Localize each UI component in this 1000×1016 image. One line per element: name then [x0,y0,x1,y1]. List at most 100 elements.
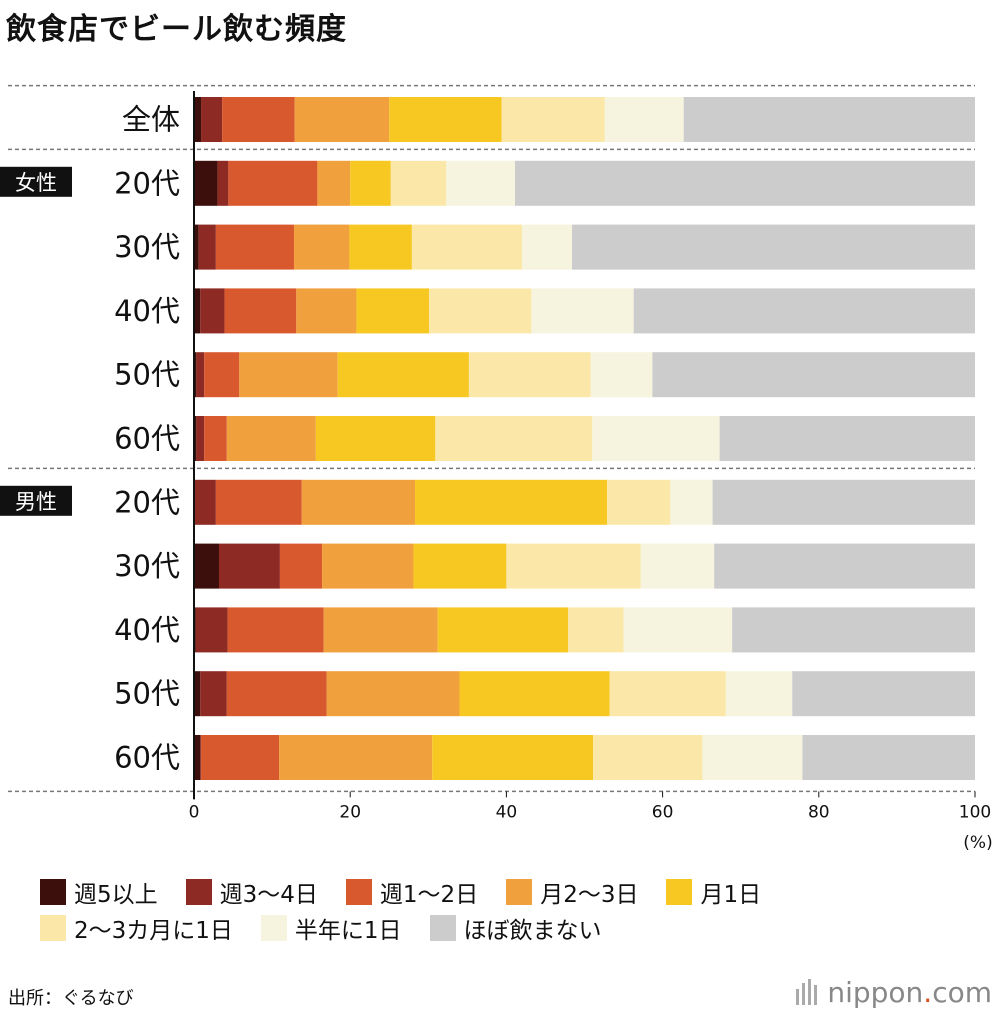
bar-segment-2-6 [522,224,573,270]
bar-segment-6-2 [215,479,302,525]
bar-segment-3-5 [429,288,532,334]
bar-segment-7-7 [714,543,975,589]
bar-segment-0-7 [683,97,975,142]
bar-segment-1-2 [228,160,318,206]
bar-segment-8-4 [437,607,569,653]
bar-segment-6-4 [415,479,608,525]
chart-title: 飲食店でビール飲む頻度 [6,12,347,47]
bar-segment-7-3 [322,543,414,589]
legend-label: 週3〜4日 [219,882,318,908]
bar-segment-6-3 [301,479,416,525]
bar-segment-0-4 [389,97,502,142]
bar-segment-2-0 [194,224,199,270]
bar-segment-10-6 [702,735,803,780]
group-label: 女性 [15,171,57,195]
bar-segment-0-1 [201,97,223,142]
legend-swatch [185,879,212,905]
bar-segment-10-5 [593,735,703,780]
category-label: 60代 [114,741,180,775]
bar-segment-4-0 [194,352,197,398]
group-label: 男性 [15,490,57,514]
legend-item: ほぼ飲まない [429,911,602,945]
bar-segment-1-3 [317,160,351,206]
bar-segment-0-0 [194,97,202,142]
legend-label: 週5以上 [74,882,158,908]
legend-label: 週1〜2日 [379,882,479,908]
bar-segment-5-6 [592,416,720,461]
bar-segment-0-6 [604,97,684,142]
bar-segment-2-5 [411,224,523,270]
bar-segment-5-5 [435,416,593,461]
bar-segment-4-6 [590,352,653,398]
bar-segment-6-1 [194,479,216,525]
bar-segment-9-7 [792,671,975,717]
legend-item: 週3〜4日 [185,875,318,909]
bar-segment-3-3 [296,288,357,334]
brand-logo: nippon. com [795,976,992,1009]
legend-row: 週5以上 週3〜4日 週1〜2日 月2〜3日 月1日 [40,874,990,910]
bar-segment-10-7 [802,735,975,780]
legend-item: 2〜3カ月に1日 [40,911,233,945]
bar-segment-3-0 [194,288,201,334]
category-label: 30代 [114,230,180,264]
bar-segment-3-2 [224,288,297,334]
bar-segment-5-1 [196,416,205,461]
bar-segment-0-5 [501,97,605,142]
bar-segment-9-1 [200,671,227,717]
bars-layer [194,97,975,780]
tick-label: 80 [808,802,830,822]
bar-segment-8-7 [732,607,975,653]
bar-segment-8-3 [323,607,438,653]
bar-segment-9-4 [459,671,610,717]
legend-label: ほぼ飲まない [463,918,602,944]
bar-segment-0-2 [222,97,295,142]
group-label-bg [0,166,72,197]
unit-label: (%) [963,833,992,853]
legend-item: 月1日 [666,875,761,909]
bar-segment-4-1 [196,352,205,398]
legend: 週5以上 週3〜4日 週1〜2日 月2〜3日 月1日 2〜3カ月に1日 半年に1日 ほぼ飲ま… [40,874,990,946]
legend-label: 月1日 [700,882,762,908]
bar-segment-4-7 [652,352,975,398]
legend-swatch [260,915,287,941]
bar-segment-9-0 [194,671,201,717]
bar-segment-3-4 [356,288,430,334]
category-label: 20代 [114,166,180,200]
legend-item: 月2〜3日 [506,875,638,909]
legend-swatch [666,879,693,905]
legend-label: 月2〜3日 [540,882,639,908]
bar-segment-4-2 [204,352,240,398]
bar-segment-10-4 [432,735,594,780]
brand-bars-icon [796,978,818,1005]
bar-segment-1-6 [446,160,515,206]
x-axis: 0 20 40 60 80 100 [189,791,991,822]
bar-segment-9-6 [725,671,793,717]
category-label: 60代 [114,422,180,456]
legend-row: 2〜3カ月に1日 半年に1日 ほぼ飲まない [40,910,990,946]
bar-segment-5-4 [315,416,436,461]
bar-segment-9-5 [609,671,726,717]
bar-segment-2-3 [293,224,350,270]
bar-segment-2-1 [198,224,216,270]
legend-label: 半年に1日 [294,918,402,944]
tick-label: 20 [339,802,361,822]
bar-segment-5-3 [226,416,316,461]
bar-segment-5-0 [194,416,197,461]
brand-tld: com [932,976,992,1009]
brand-name: nippon [827,976,924,1009]
bar-segment-10-1 [200,735,202,780]
tick-label: 40 [496,802,518,822]
bar-segment-8-5 [568,607,624,653]
legend-item: 週1〜2日 [345,875,479,909]
legend-swatch [506,879,533,905]
legend-item: 半年に1日 [260,911,402,945]
bar-segment-4-4 [337,352,469,398]
bar-segment-4-3 [239,352,338,398]
legend-swatch [429,915,456,941]
legend-swatch [345,879,372,905]
bar-segment-10-0 [194,735,201,780]
bar-segment-9-2 [226,671,327,717]
bar-segment-1-0 [194,160,218,206]
bar-segment-7-6 [640,543,715,589]
